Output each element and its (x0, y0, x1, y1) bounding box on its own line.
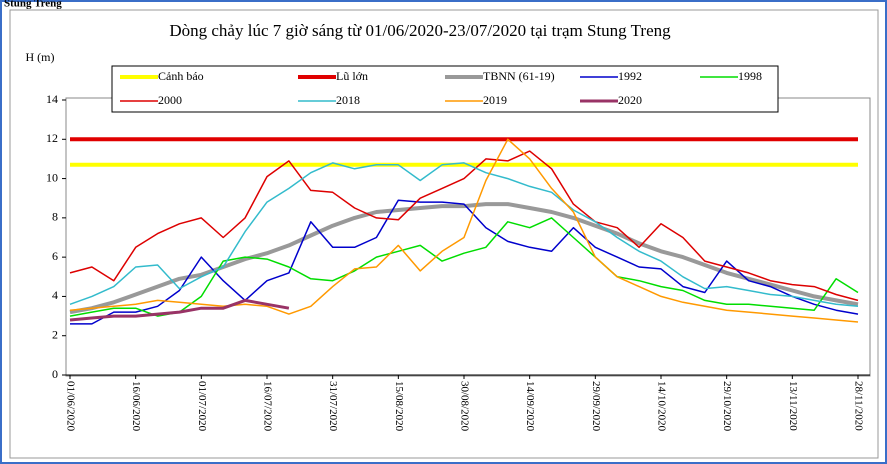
x-tick-label: 13/11/2020 (787, 381, 799, 431)
x-tick-label: 14/10/2020 (655, 381, 667, 432)
chart-title: Dòng chảy lúc 7 giờ sáng từ 01/06/2020-2… (169, 21, 671, 40)
header: Stung Treng (4, 0, 62, 10)
y-tick-label: 2 (52, 327, 58, 341)
y-tick-label: 12 (46, 131, 58, 145)
y-tick-label: 14 (46, 92, 58, 106)
series-line (69, 298, 290, 322)
series-line (69, 217, 859, 317)
series-line (70, 199, 859, 325)
x-tick-label: 01/06/2020 (64, 381, 76, 432)
y-tick-label: 10 (46, 170, 58, 184)
legend-label: 2019 (483, 93, 507, 107)
series-line (69, 162, 859, 308)
legend-label: 1998 (738, 69, 762, 83)
series-line (69, 150, 859, 302)
x-tick-label: 15/08/2020 (393, 381, 405, 432)
y-axis-label: H (m) (26, 50, 55, 64)
x-tick-label: 29/09/2020 (590, 381, 602, 432)
legend-label: Lũ lớn (336, 69, 368, 83)
x-tick-label: 16/07/2020 (261, 381, 273, 432)
y-tick-label: 8 (52, 210, 58, 224)
y-tick-label: 4 (52, 288, 58, 302)
legend-label: Cảnh báo (158, 69, 204, 83)
series-line (69, 138, 859, 323)
x-tick-label: 29/10/2020 (721, 381, 733, 432)
x-tick-label: 30/08/2020 (458, 381, 470, 432)
x-tick-label: 28/11/2020 (852, 381, 864, 431)
legend-label: 2000 (158, 93, 182, 107)
legend-label: 2018 (336, 93, 360, 107)
legend-label: TBNN (61-19) (483, 69, 555, 83)
x-tick-label: 16/06/2020 (130, 381, 142, 432)
legend (111, 65, 779, 113)
x-tick-label: 14/09/2020 (524, 381, 536, 432)
legend-label: 2020 (618, 93, 642, 107)
y-tick-label: 0 (52, 367, 58, 381)
legend-label: 1992 (618, 69, 642, 83)
series-line (69, 202, 859, 315)
x-tick-label: 01/07/2020 (196, 381, 208, 432)
x-tick-label: 31/07/2020 (327, 381, 339, 432)
y-tick-label: 6 (52, 249, 58, 263)
